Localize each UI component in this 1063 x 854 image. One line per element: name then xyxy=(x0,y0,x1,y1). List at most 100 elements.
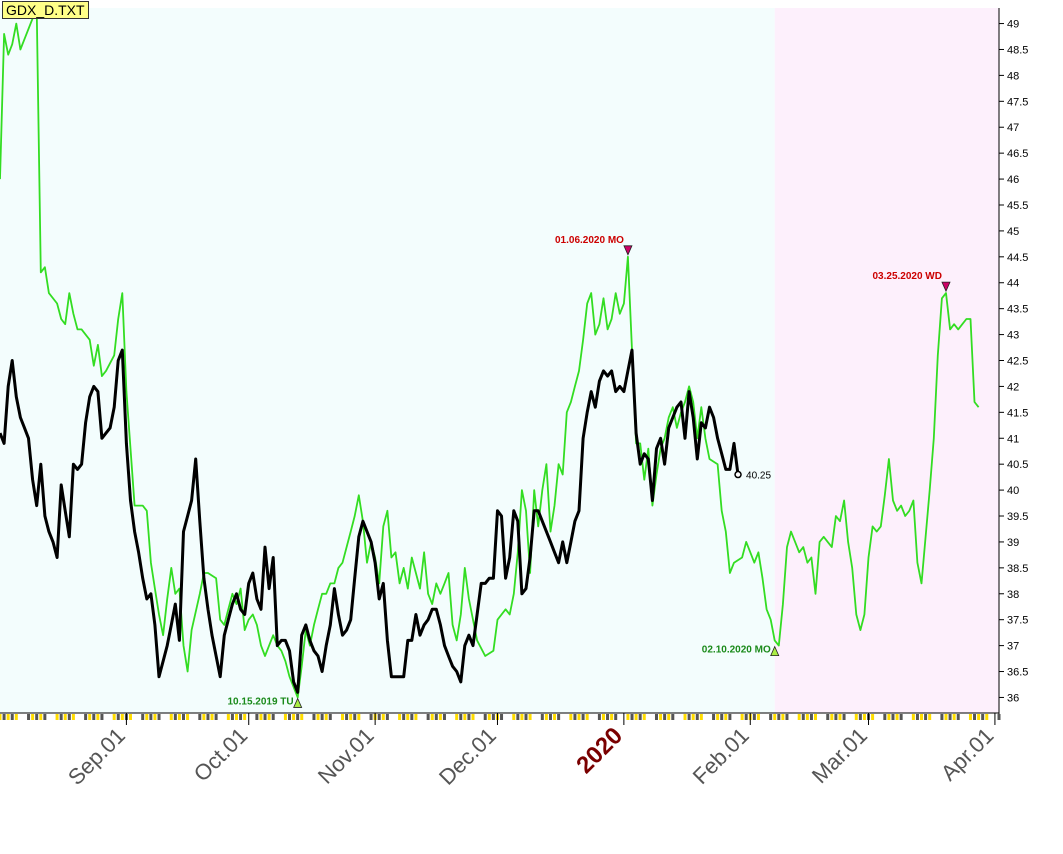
x-ruler-tick xyxy=(153,714,157,720)
x-ruler-tick xyxy=(226,714,230,720)
x-ruler-tick xyxy=(292,714,296,720)
x-ruler-tick xyxy=(642,714,646,720)
x-ruler-tick xyxy=(606,714,610,720)
x-ruler-tick xyxy=(100,714,104,720)
x-ruler-tick xyxy=(826,714,830,720)
x-ruler-tick xyxy=(928,714,932,720)
x-ruler-tick xyxy=(10,714,14,720)
x-ruler-tick xyxy=(977,714,981,720)
x-ruler-tick xyxy=(116,714,120,720)
x-ruler-tick xyxy=(801,714,805,720)
x-ruler-tick xyxy=(483,714,487,720)
x-tick-label: Sep.01 xyxy=(63,723,130,790)
x-ruler-tick xyxy=(112,714,116,720)
x-ruler-tick xyxy=(585,714,589,720)
x-ruler-tick xyxy=(341,714,345,720)
x-ruler-tick xyxy=(924,714,928,720)
y-tick-label: 41 xyxy=(1007,433,1019,445)
y-tick-label: 46 xyxy=(1007,174,1019,186)
x-ruler-tick xyxy=(728,714,732,720)
x-ruler-tick xyxy=(128,714,132,720)
x-ruler-tick xyxy=(6,714,10,720)
x-ruler-tick xyxy=(177,714,181,720)
x-ruler-tick xyxy=(398,714,402,720)
x-ruler-tick xyxy=(687,714,691,720)
x-ruler-tick xyxy=(31,714,35,720)
x-ruler-tick xyxy=(691,714,695,720)
x-ruler-tick xyxy=(785,714,789,720)
x-ruler-tick xyxy=(426,714,430,720)
x-ruler-tick xyxy=(740,714,744,720)
forecast-background xyxy=(774,8,999,713)
x-ruler-tick xyxy=(210,714,214,720)
x-ruler-tick xyxy=(528,714,532,720)
x-ruler-tick xyxy=(35,714,39,720)
x-ruler-tick xyxy=(667,714,671,720)
x-ruler-tick xyxy=(55,714,59,720)
x-ruler-tick xyxy=(597,714,601,720)
x-ruler-tick xyxy=(487,714,491,720)
x-ruler-tick xyxy=(345,714,349,720)
history-background xyxy=(0,8,775,713)
x-tick-label: Apr.01 xyxy=(936,723,999,786)
x-ruler-tick xyxy=(267,714,271,720)
x-ruler-tick xyxy=(214,714,218,720)
y-tick-label: 36.5 xyxy=(1007,667,1028,679)
x-ruler-tick xyxy=(500,714,504,720)
x-ruler-tick xyxy=(899,714,903,720)
x-ruler-tick xyxy=(71,714,75,720)
x-ruler-tick xyxy=(434,714,438,720)
y-tick-label: 41.5 xyxy=(1007,407,1028,419)
x-tick-label: Nov.01 xyxy=(313,723,379,789)
x-ruler-tick xyxy=(63,714,67,720)
x-ruler-tick xyxy=(952,714,956,720)
x-ruler-tick xyxy=(834,714,838,720)
y-tick-label: 43 xyxy=(1007,330,1019,342)
low-marker-label: 10.15.2019 TU xyxy=(227,696,293,707)
low-marker xyxy=(293,697,303,708)
x-ruler-tick xyxy=(410,714,414,720)
x-ruler-tick xyxy=(173,714,177,720)
y-tick-label: 38 xyxy=(1007,589,1019,601)
x-ruler-tick xyxy=(712,714,716,720)
x-ruler-tick xyxy=(459,714,463,720)
x-ruler-tick xyxy=(548,714,552,720)
x-ruler-tick xyxy=(67,714,71,720)
y-tick-label: 45 xyxy=(1007,226,1019,238)
x-ruler-tick xyxy=(324,714,328,720)
x-ruler-tick xyxy=(206,714,210,720)
x-ruler-tick xyxy=(491,714,495,720)
x-ruler-tick xyxy=(814,714,818,720)
x-ruler-tick xyxy=(255,714,259,720)
low-marker-label: 02.10.2020 MO xyxy=(702,645,771,656)
low-marker xyxy=(770,645,780,657)
y-tick-label: 44.5 xyxy=(1007,252,1028,264)
x-ruler-tick xyxy=(920,714,924,720)
x-ruler-tick xyxy=(809,714,813,720)
y-tick-label: 40.5 xyxy=(1007,459,1028,471)
x-ruler-tick xyxy=(198,714,202,720)
x-ruler-tick xyxy=(544,714,548,720)
x-ruler-tick xyxy=(915,714,919,720)
x-ruler-tick xyxy=(699,714,703,720)
x-ruler-tick xyxy=(328,714,332,720)
x-ruler-tick xyxy=(357,714,361,720)
x-ruler-tick xyxy=(263,714,267,720)
y-tick-label: 37.5 xyxy=(1007,615,1028,627)
x-ruler-tick xyxy=(756,714,760,720)
y-tick-label: 46.5 xyxy=(1007,148,1028,160)
y-tick-label: 42 xyxy=(1007,381,1019,393)
x-ruler-tick xyxy=(202,714,206,720)
x-tick-label: Oct.01 xyxy=(189,723,253,787)
x-ruler-tick xyxy=(948,714,952,720)
x-tick-label: 2020 xyxy=(571,722,628,779)
x-ruler-tick xyxy=(96,714,100,720)
x-ruler-tick xyxy=(797,714,801,720)
y-tick-label: 38.5 xyxy=(1007,563,1028,575)
x-ruler-tick xyxy=(88,714,92,720)
series-black-line xyxy=(0,348,740,694)
chart-title: GDX_D.TXT xyxy=(2,1,89,19)
x-ruler-tick xyxy=(300,714,304,720)
x-ruler-tick xyxy=(659,714,663,720)
x-ruler-tick xyxy=(805,714,809,720)
